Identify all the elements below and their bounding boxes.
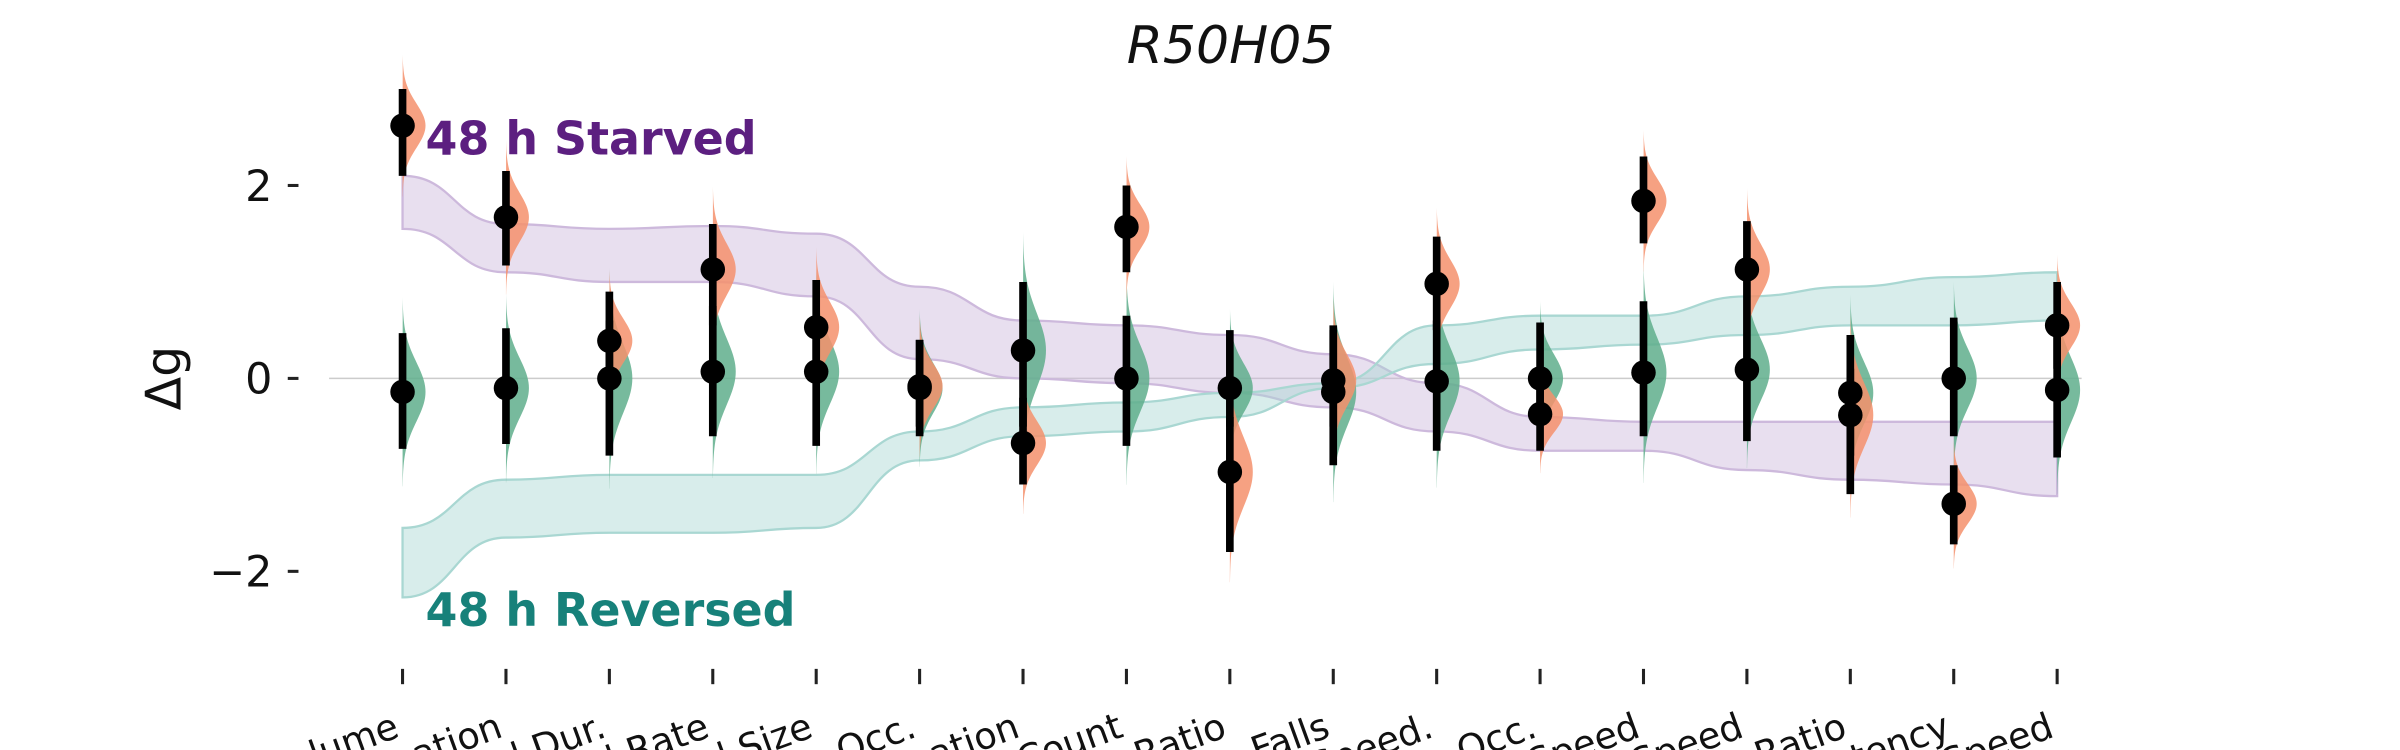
point <box>597 366 622 391</box>
x-tick-label: Occ. <box>830 704 921 750</box>
point <box>1527 401 1553 427</box>
point <box>1631 188 1656 214</box>
point <box>390 113 415 138</box>
x-tick-label: l Rate <box>600 704 714 750</box>
y-tick-label: −2 <box>209 548 272 598</box>
point <box>1838 402 1863 428</box>
y-tick-label: 2 <box>245 162 272 212</box>
point <box>597 328 622 354</box>
x-tick-label: olume <box>282 704 404 750</box>
point <box>493 205 519 230</box>
point <box>1424 369 1449 394</box>
x-tick-label: ation <box>406 704 508 750</box>
point <box>803 315 829 340</box>
y-tick-label: 0 <box>245 355 272 405</box>
x-tick-label: Ratio <box>1749 704 1852 750</box>
point <box>1734 257 1760 282</box>
x-tick-label: Ratio <box>1128 704 1231 750</box>
y-axis-label: Δg <box>136 346 193 411</box>
point <box>1217 459 1243 485</box>
point <box>493 375 519 401</box>
chart-title: R50H05 <box>1127 16 1335 76</box>
x-tick-label: ation <box>923 704 1025 750</box>
point <box>1010 338 1036 363</box>
point <box>390 379 415 405</box>
point <box>2044 313 2070 338</box>
point <box>1838 380 1863 406</box>
point <box>1217 375 1243 401</box>
series-label: 48 h Starved <box>426 112 757 166</box>
x-tick-label: Count <box>1011 704 1128 750</box>
point <box>803 359 829 384</box>
point <box>907 373 932 399</box>
x-tick-label: l Dur. <box>505 704 611 750</box>
point <box>1527 366 1553 391</box>
series-label: 48 h Reversed <box>426 583 796 637</box>
x-tick-label: Speed <box>1626 704 1749 750</box>
point <box>1424 271 1449 297</box>
x-tick-label: Speed <box>1936 704 2059 750</box>
point <box>1734 357 1760 382</box>
point <box>1010 430 1036 456</box>
point <box>700 359 726 384</box>
point <box>1321 368 1346 393</box>
point <box>2044 377 2070 403</box>
point <box>700 257 726 282</box>
point <box>1631 360 1656 385</box>
point <box>1114 214 1139 240</box>
x-tick-label: l Size <box>712 704 818 750</box>
point <box>1941 491 1966 517</box>
point <box>1114 366 1139 391</box>
point <box>1941 366 1966 391</box>
